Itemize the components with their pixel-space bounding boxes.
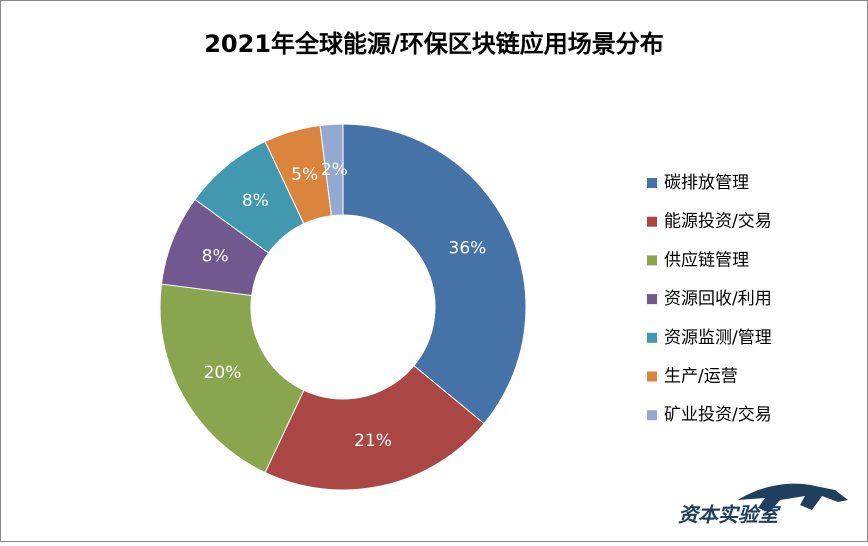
donut-slice — [319, 123, 344, 217]
data-label: 36% — [449, 238, 487, 258]
legend-label: 供应链管理 — [664, 250, 749, 270]
legend-swatch — [647, 371, 657, 382]
data-label: 20% — [204, 363, 242, 383]
data-label: 21% — [354, 431, 392, 451]
legend-swatch — [647, 255, 657, 266]
legend-swatch — [647, 178, 657, 188]
legend-label: 碳排放管理 — [664, 173, 749, 193]
data-label: 2% — [321, 160, 348, 180]
legend-label: 资源监测/管理 — [664, 328, 772, 348]
logo — [738, 483, 848, 512]
legend-label: 资源回收/利用 — [664, 289, 772, 309]
data-label: 8% — [202, 246, 229, 266]
legend-label: 矿业投资/交易 — [664, 405, 772, 425]
legend-label: 能源投资/交易 — [664, 212, 772, 232]
data-label: 8% — [242, 191, 269, 211]
legend-swatch — [647, 410, 657, 421]
legend-swatch — [647, 294, 657, 305]
legend-swatch — [647, 332, 657, 343]
data-label: 5% — [291, 165, 318, 185]
donut-slice — [264, 364, 485, 491]
legend-label: 生产/运营 — [664, 367, 738, 387]
chart-title: 2021年全球能源/环保区块链应用场景分布 — [204, 30, 664, 58]
donut-slice — [159, 283, 305, 474]
legend-swatch — [647, 216, 657, 227]
donut-slice — [342, 123, 527, 425]
